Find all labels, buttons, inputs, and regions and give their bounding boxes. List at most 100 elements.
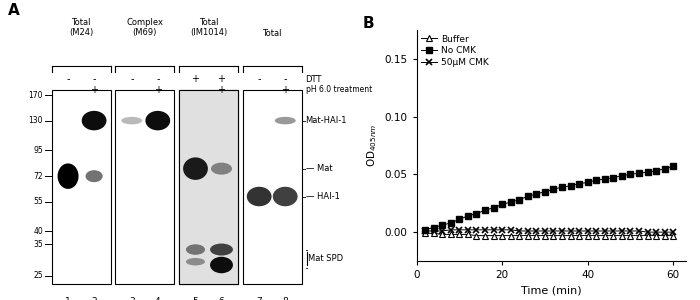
No CMK: [421, 228, 429, 232]
Text: 55: 55: [34, 197, 43, 206]
No CMK: [583, 181, 592, 184]
No CMK: [438, 224, 447, 227]
Text: 7: 7: [256, 297, 262, 300]
Text: Total
(IM1014): Total (IM1014): [190, 18, 227, 38]
Text: A: A: [8, 3, 20, 18]
Buffer: [438, 232, 447, 236]
50μM CMK: [550, 229, 558, 233]
Ellipse shape: [247, 187, 272, 206]
Buffer: [429, 232, 438, 235]
No CMK: [540, 190, 549, 194]
Text: 130: 130: [29, 116, 43, 125]
Buffer: [601, 234, 609, 237]
50μM CMK: [558, 229, 566, 233]
Ellipse shape: [186, 244, 205, 255]
Text: Total: Total: [262, 28, 282, 38]
Text: -: -: [156, 74, 160, 85]
Buffer: [455, 232, 463, 236]
Text: Mat SPD: Mat SPD: [308, 254, 344, 263]
Buffer: [575, 234, 583, 237]
Buffer: [421, 232, 429, 235]
Line: 50μM CMK: 50μM CMK: [421, 226, 677, 236]
50μM CMK: [626, 229, 635, 233]
Text: 2: 2: [91, 297, 97, 300]
No CMK: [524, 194, 532, 198]
50μM CMK: [592, 229, 601, 233]
Text: -: -: [66, 85, 70, 95]
Line: Buffer: Buffer: [422, 230, 676, 239]
No CMK: [447, 221, 455, 225]
Text: B: B: [363, 16, 375, 31]
Buffer: [498, 234, 506, 237]
No CMK: [643, 170, 652, 174]
No CMK: [566, 184, 575, 188]
X-axis label: Time (min): Time (min): [521, 286, 582, 296]
50μM CMK: [455, 228, 463, 232]
Text: — HAI-1: — HAI-1: [306, 192, 340, 201]
Ellipse shape: [210, 257, 233, 273]
Text: -: -: [130, 85, 134, 95]
50μM CMK: [575, 229, 583, 233]
No CMK: [515, 198, 524, 202]
50μM CMK: [617, 229, 626, 233]
50μM CMK: [566, 229, 575, 233]
Text: 170: 170: [29, 91, 43, 100]
50μM CMK: [463, 228, 472, 232]
Buffer: [481, 234, 489, 237]
Buffer: [540, 234, 549, 237]
Text: +: +: [218, 85, 225, 95]
No CMK: [660, 167, 668, 170]
Text: — Mat: — Mat: [306, 164, 332, 173]
50μM CMK: [601, 229, 609, 233]
Ellipse shape: [211, 163, 232, 175]
Buffer: [524, 234, 532, 237]
Text: 72: 72: [34, 172, 43, 181]
50μM CMK: [652, 230, 660, 234]
50μM CMK: [669, 230, 678, 234]
Buffer: [447, 232, 455, 236]
Text: pH 6.0 treatment: pH 6.0 treatment: [306, 85, 372, 94]
50μM CMK: [660, 230, 668, 234]
Buffer: [463, 232, 472, 236]
Text: 6: 6: [218, 297, 225, 300]
50μM CMK: [643, 230, 652, 234]
No CMK: [592, 178, 601, 182]
50μM CMK: [532, 229, 540, 233]
Text: Complex
(M69): Complex (M69): [126, 18, 163, 38]
50μM CMK: [489, 228, 498, 232]
No CMK: [506, 200, 514, 204]
No CMK: [498, 202, 506, 206]
Text: 35: 35: [34, 239, 43, 248]
50μM CMK: [447, 228, 455, 232]
Bar: [243, 90, 302, 284]
50μM CMK: [498, 228, 506, 232]
Buffer: [583, 234, 592, 237]
50μM CMK: [481, 228, 489, 232]
50μM CMK: [506, 228, 514, 232]
Buffer: [566, 234, 575, 237]
Buffer: [643, 234, 652, 237]
Buffer: [609, 234, 617, 237]
Buffer: [506, 234, 514, 237]
50μM CMK: [438, 229, 447, 233]
Bar: [52, 90, 111, 284]
No CMK: [550, 188, 558, 191]
No CMK: [669, 164, 678, 168]
Ellipse shape: [210, 244, 233, 256]
Line: No CMK: No CMK: [422, 163, 676, 233]
50μM CMK: [583, 229, 592, 233]
Buffer: [515, 234, 524, 237]
50μM CMK: [473, 228, 481, 232]
Text: 40: 40: [34, 227, 43, 236]
50μM CMK: [609, 229, 617, 233]
Text: -: -: [194, 85, 197, 95]
Text: 95: 95: [34, 146, 43, 154]
Text: -: -: [66, 74, 70, 85]
Ellipse shape: [146, 111, 170, 130]
50μM CMK: [429, 229, 438, 233]
Ellipse shape: [183, 158, 208, 180]
50μM CMK: [524, 229, 532, 233]
Buffer: [660, 234, 668, 237]
Text: 3: 3: [129, 297, 134, 300]
Buffer: [489, 234, 498, 237]
